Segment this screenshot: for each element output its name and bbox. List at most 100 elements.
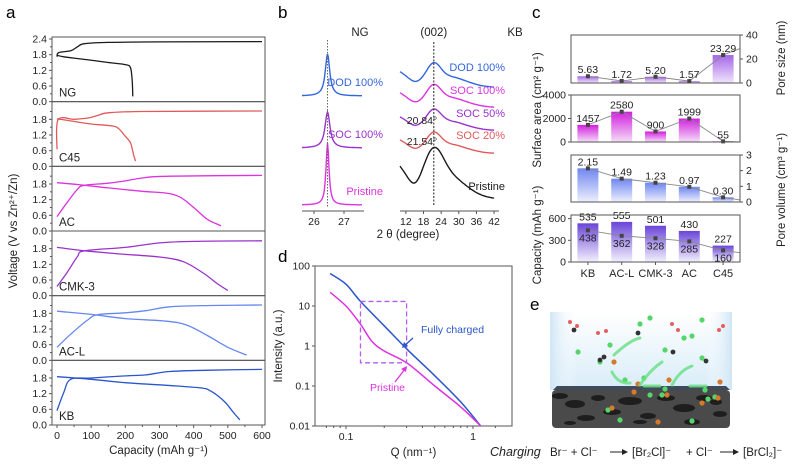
annotation-pristine: Pristine (370, 382, 405, 394)
y-tick-label: 0.0 (32, 290, 47, 302)
chloride-atom (681, 335, 687, 341)
carbon-atom (670, 349, 676, 355)
diffusion-arrow (638, 360, 664, 387)
diffusion-arrow (670, 364, 694, 387)
chloride-atom (575, 349, 581, 355)
y-tick-label: 1.2 (32, 324, 47, 336)
y-tick-label: 3 (746, 150, 752, 162)
kb-curve-soc-20- (399, 131, 495, 154)
chloride-atom (607, 342, 613, 348)
kb-curve-soc-50- (399, 108, 495, 131)
value-label: 1457 (576, 113, 600, 125)
category-label-kb: KB (581, 268, 596, 280)
bromide-atom (611, 359, 617, 365)
annotation-fully-charged: Fully charged (421, 324, 484, 336)
oxygen-atom (676, 328, 680, 332)
chloride-atom (647, 315, 653, 321)
chloride-atom (702, 387, 708, 393)
bromide-atom (631, 389, 637, 395)
x-tick-label: 400 (185, 430, 203, 442)
panel-letter-c: c (532, 3, 541, 22)
subplot-ng: 0.0 0.6 1.2 1.8 2.4 NG (32, 34, 266, 108)
y-tick-label: 2.4 (32, 34, 47, 46)
pore (640, 413, 656, 419)
y-tick-label: 0 (560, 137, 566, 149)
bar-kb (577, 124, 599, 142)
kb-curve-pristine (399, 146, 495, 199)
value-label: 1999 (678, 107, 702, 119)
subplot-pore-size: 5.63 1.72 5.20 1.57 23.29 0 20 40 (570, 30, 758, 90)
carbon-atom (571, 327, 577, 333)
bar-ac-l (611, 178, 633, 202)
pore (577, 415, 595, 421)
bar-kb (577, 223, 599, 262)
ng-x-tick-label: 26 (308, 216, 320, 228)
ng-series-label: DOD 100% (327, 77, 383, 89)
data-marker (687, 79, 692, 84)
subplot-ac: 0.0 0.6 1.2 1.8 AC (32, 165, 266, 238)
subplot-label-ac-l: AC-L (59, 346, 86, 358)
charge-curve-ac (56, 174, 263, 217)
chloride-atom (662, 386, 668, 392)
panel-a-charge-discharge: 0.0 0.6 1.2 1.8 2.4 NG 0.0 0.6 1.2 1.8 C45 0.0 0.6 1.… (8, 34, 271, 458)
y-tick-label: 40 (746, 30, 758, 42)
plot-frame (314, 265, 513, 427)
x-tick-label: 1 (470, 431, 476, 443)
kb-series-label: DOD 100% (449, 62, 505, 74)
bromide-atom (655, 419, 661, 425)
bar-ac-l (611, 111, 633, 142)
kb-x-tick-label: 18 (418, 216, 430, 228)
discharge-curve-ac-l (56, 310, 247, 356)
ng-series-label: SOC 100% (328, 129, 383, 141)
reaction-product-1: [Br₂Cl]⁻ (632, 447, 671, 459)
bromide-atom (717, 379, 723, 385)
data-marker (585, 122, 590, 127)
chloride-atom (637, 321, 643, 327)
diffusion-arrow (610, 370, 632, 385)
y-tick-label: 300 (548, 235, 566, 247)
chloride-atom (617, 417, 623, 423)
chloride-atom (605, 407, 611, 413)
subplot-pore-volume: 2.15 1.49 1.23 0.97 0.30 0 1 2 3 (570, 150, 752, 209)
charge-curve-c45 (55, 110, 263, 150)
ng-series-label: Pristine (346, 186, 383, 198)
ng-curve-soc-100- (302, 109, 362, 149)
data-marker (687, 184, 692, 189)
charge-curve-kb (56, 368, 263, 411)
subplot-label-ac: AC (59, 217, 75, 229)
chloride-atom (662, 347, 668, 353)
trend-line (587, 229, 741, 254)
kb-x-tick-label: 12 (400, 216, 412, 228)
bar-c45 (712, 197, 734, 202)
x-tick-label: 200 (117, 430, 135, 442)
data-marker (721, 248, 726, 253)
data-marker (721, 53, 726, 58)
y-tick-label: 20 (746, 54, 758, 66)
subplot-surface-area: 1457 2580 900 1999 55 0 2000 4000 (543, 90, 741, 149)
curve-fully-charged (329, 272, 482, 427)
y-tick-label: 0.6 (32, 404, 47, 416)
pore (591, 395, 605, 401)
data-marker (721, 139, 726, 144)
y-tick-label: 600 (548, 213, 566, 225)
carbon-atom (703, 358, 709, 364)
bromide-atom (609, 405, 615, 411)
bar-kb (577, 168, 599, 202)
pore (710, 399, 722, 405)
data-marker (687, 116, 692, 121)
value-label: 23.29 (710, 43, 736, 55)
pore (552, 393, 568, 399)
reaction-arrow-2 (720, 449, 739, 455)
panel-letter-e: e (530, 295, 539, 314)
ng-x-tick-label: 27 (338, 216, 350, 228)
ng-curve-pristine (302, 142, 362, 206)
x-tick-label: 100 (82, 430, 100, 442)
chloride-atom (699, 355, 705, 361)
data-marker (653, 129, 658, 134)
data-marker (687, 239, 692, 244)
value-label: 55 (717, 129, 729, 141)
x-tick-label: 500 (219, 430, 237, 442)
kb-curve-dod-100- (399, 61, 495, 88)
arrowhead (401, 366, 407, 372)
kb-peak-label: (002) (420, 27, 447, 39)
